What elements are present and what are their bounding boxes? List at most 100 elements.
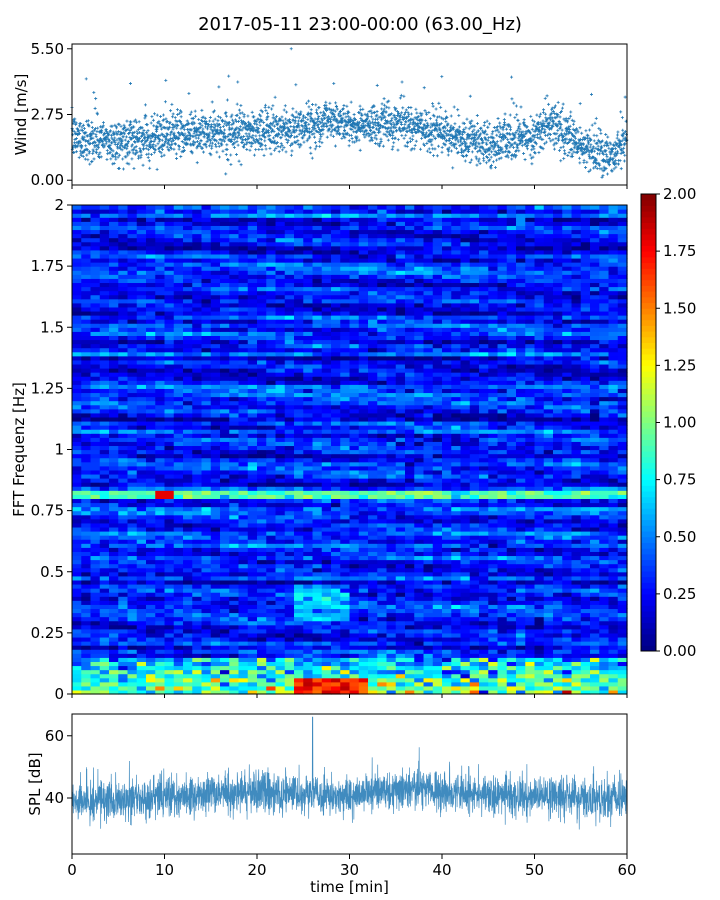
spectrogram-cell	[432, 661, 443, 667]
wind-point	[618, 159, 622, 163]
wind-point	[317, 140, 321, 144]
spectrogram-cell	[238, 600, 249, 605]
spectrogram-cell	[136, 657, 147, 662]
spectrogram-cell	[534, 600, 545, 605]
spectrogram-cell	[506, 632, 517, 638]
wind-point	[543, 112, 547, 116]
spectrogram-cell	[479, 612, 489, 618]
spectrogram-cell	[571, 653, 582, 658]
wind-point	[545, 94, 549, 98]
spectrogram-cell	[90, 624, 101, 630]
spectrogram-cell	[590, 632, 600, 638]
spectrogram-cell	[312, 657, 323, 662]
spectrogram-cell	[210, 616, 221, 622]
spectrogram-cell	[321, 575, 332, 581]
spectrogram-cell	[284, 571, 295, 577]
spectrogram-cell	[349, 616, 360, 622]
spectrogram-cell	[451, 677, 462, 683]
wind-point	[84, 119, 88, 123]
wind-point	[528, 153, 532, 157]
spectrogram-cell	[571, 649, 582, 654]
spectrogram-cell	[294, 608, 304, 614]
spectrogram-cell	[90, 600, 101, 605]
spectrogram-cell	[284, 645, 295, 650]
spectrogram-cell	[118, 596, 129, 601]
spectrogram-cell	[599, 628, 610, 634]
wind-point	[140, 126, 144, 130]
wind-point	[126, 153, 130, 157]
spectrogram-cell	[118, 657, 129, 662]
spectrogram-cell	[201, 616, 212, 622]
spectrogram-cell	[257, 645, 267, 650]
wind-point	[350, 137, 354, 141]
spectrogram-cell	[90, 673, 101, 679]
spectrogram-cell	[90, 669, 101, 675]
spectrogram-cell	[220, 641, 230, 646]
wind-point	[221, 124, 225, 128]
spectrogram-cell	[497, 616, 508, 622]
wind-point	[479, 126, 483, 130]
spectrogram-cell	[247, 583, 258, 589]
spectrogram-cell	[469, 604, 480, 610]
spectrogram-cell	[432, 657, 443, 662]
wind-point	[478, 127, 482, 131]
spectrogram-cell	[442, 567, 452, 573]
spectrogram-cell	[118, 636, 129, 642]
spectrogram-cell	[312, 575, 323, 581]
spectrogram-cell	[72, 641, 82, 646]
spectrogram-cell	[497, 653, 508, 658]
spectrogram-cell	[340, 616, 351, 622]
wind-point	[92, 90, 96, 94]
wind-point	[217, 141, 221, 145]
spectrogram-cell	[155, 636, 166, 642]
spectrogram-cell	[414, 571, 425, 577]
wind-point	[152, 124, 156, 128]
spectrogram-cell	[590, 620, 600, 626]
wind-point	[425, 141, 429, 145]
spectrogram-cell	[109, 685, 119, 691]
spectrogram-cell	[497, 624, 508, 630]
spectrogram-cell	[506, 579, 517, 585]
wind-point	[569, 110, 573, 114]
spectrogram-cell	[580, 657, 591, 662]
spectrogram-cell	[127, 571, 138, 577]
spectrogram-cell	[257, 596, 267, 601]
spectrogram-cell	[377, 604, 388, 610]
spectrogram-cell	[247, 636, 258, 642]
spectrogram-cell	[229, 677, 240, 683]
spectrogram-cell	[146, 612, 156, 618]
spectrogram-cell	[571, 579, 582, 585]
spectrogram-cell	[469, 653, 480, 658]
wind-point	[100, 130, 104, 134]
wind-point	[181, 145, 185, 149]
spectrogram-cell	[173, 669, 184, 675]
wind-point	[211, 141, 215, 145]
spectrogram-cell	[599, 677, 610, 683]
spectrogram-cell	[90, 677, 101, 683]
spectrogram-cell	[155, 575, 166, 581]
spectrogram-cell	[395, 641, 406, 646]
wind-point	[120, 139, 124, 143]
spectrogram-cell	[340, 661, 351, 667]
spectrogram-cell	[451, 636, 462, 642]
spectrogram-cell	[136, 596, 147, 601]
spectrogram-cell	[284, 685, 295, 691]
spectrogram-cell	[442, 612, 452, 618]
wind-point	[348, 127, 352, 131]
spectrogram-cell	[220, 571, 230, 577]
spectrogram-cell	[146, 657, 156, 662]
spectrogram-cell	[81, 677, 92, 683]
spectrogram-cell	[358, 583, 369, 589]
spectrogram-cell	[469, 575, 480, 581]
spectrogram-cell	[136, 632, 147, 638]
spectrogram-cell	[497, 596, 508, 601]
wind-point	[532, 120, 536, 124]
spectrogram-cell	[497, 661, 508, 667]
wind-point	[416, 114, 420, 118]
spectrogram-cell	[127, 616, 138, 622]
spectrogram-cell	[451, 645, 462, 650]
wind-point	[531, 118, 535, 122]
spectrogram-cell	[155, 624, 166, 630]
spectrogram-cell	[377, 665, 388, 671]
wind-point	[422, 86, 426, 90]
